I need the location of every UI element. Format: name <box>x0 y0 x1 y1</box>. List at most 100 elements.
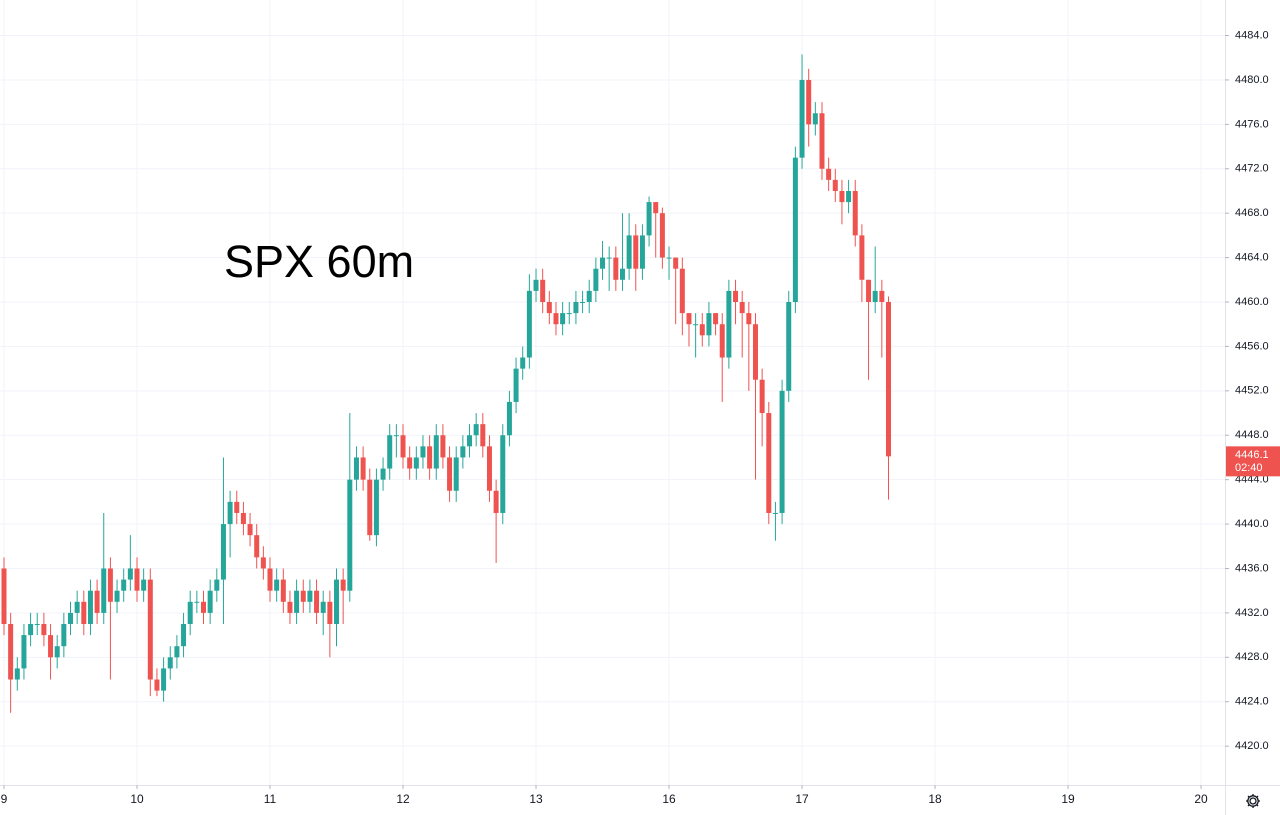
x-tick-label: 19 <box>1061 792 1075 806</box>
y-tick-label: 4432.0 <box>1235 607 1269 619</box>
candle-body <box>154 679 160 691</box>
candle-body <box>500 435 506 513</box>
candle-body <box>526 290 532 358</box>
candle-body <box>294 590 300 613</box>
candle-body <box>626 235 632 269</box>
candle-body <box>240 512 246 525</box>
candle-body <box>566 313 572 315</box>
candle-body <box>214 579 220 591</box>
candle-body <box>673 257 679 269</box>
candle-body <box>101 568 107 613</box>
candle-body <box>400 435 406 458</box>
candle-body <box>879 290 885 303</box>
candle-body <box>81 601 87 625</box>
candles <box>1 54 891 713</box>
x-tick-label: 10 <box>130 792 144 806</box>
candle-body <box>593 268 599 291</box>
candle-body <box>486 446 492 491</box>
candle-body <box>866 279 872 303</box>
last-price-badge <box>1226 446 1280 477</box>
candle-body <box>493 490 499 513</box>
candle-body <box>759 379 765 414</box>
candle-body <box>320 601 326 613</box>
candle-body <box>553 313 559 325</box>
candle-body <box>28 624 34 636</box>
candle-body <box>14 668 20 680</box>
y-tick-label: 4436.0 <box>1235 562 1269 574</box>
candle-body <box>347 479 353 591</box>
candle-body <box>21 635 27 669</box>
grid <box>0 0 1225 785</box>
candle-body <box>227 501 233 525</box>
x-tick-label: 18 <box>928 792 942 806</box>
candle-body <box>181 624 187 647</box>
candle-body <box>367 479 373 536</box>
candle-body <box>826 168 832 180</box>
candle-body <box>812 113 818 125</box>
candle-body <box>161 668 167 691</box>
candle-body <box>54 646 60 658</box>
candle-body <box>739 302 745 314</box>
y-tick-label: 4444.0 <box>1235 474 1269 486</box>
candle-body <box>619 268 625 280</box>
candle-body <box>659 213 665 258</box>
candle-body <box>94 590 100 613</box>
candle-body <box>407 457 413 469</box>
candle-body <box>201 601 207 613</box>
y-tick-label: 4476.0 <box>1235 118 1269 130</box>
candle-body <box>846 190 852 203</box>
candle-body <box>300 590 306 602</box>
candle-body <box>460 446 466 458</box>
candle-body <box>766 413 772 513</box>
candle-body <box>885 302 891 457</box>
y-tick-label: 4452.0 <box>1235 385 1269 397</box>
y-tick-label: 4484.0 <box>1235 29 1269 41</box>
candle-body <box>41 624 47 636</box>
y-tick-label: 4460.0 <box>1235 296 1269 308</box>
candle-body <box>792 157 798 303</box>
candle-body <box>546 302 552 314</box>
candle-body <box>387 435 393 469</box>
candle-body <box>540 279 546 303</box>
candle-body <box>533 279 539 291</box>
candle-body <box>733 290 739 303</box>
candle-body <box>832 179 838 191</box>
candle-body <box>639 235 645 269</box>
candle-body <box>34 624 40 626</box>
candle-body <box>121 579 127 591</box>
candle-body <box>207 590 213 613</box>
candle-body <box>280 579 286 602</box>
candle-body <box>314 590 320 613</box>
candle-body <box>260 557 266 569</box>
x-tick-label: 16 <box>662 792 676 806</box>
candle-body <box>473 424 479 436</box>
candle-body <box>1 568 7 625</box>
candle-body <box>799 79 805 158</box>
candle-body <box>872 290 878 303</box>
candle-body <box>600 257 606 269</box>
candle-body <box>174 646 180 658</box>
candle-body <box>194 601 200 603</box>
settings-icon[interactable] <box>1246 794 1260 808</box>
candle-body <box>440 435 446 458</box>
candle-body <box>786 302 792 391</box>
candle-body <box>334 579 340 625</box>
candle-body <box>453 457 459 491</box>
candle-body <box>606 257 612 259</box>
x-tick-label: 20 <box>1194 792 1208 806</box>
candle-body <box>373 479 379 536</box>
y-tick-label: 4480.0 <box>1235 74 1269 86</box>
candle-body <box>74 601 80 613</box>
candle-body <box>772 512 778 514</box>
candle-body <box>420 446 426 458</box>
candle-body <box>287 601 293 613</box>
candle-body <box>114 590 120 602</box>
candle-body <box>839 190 845 203</box>
candle-body <box>580 302 586 304</box>
candle-body <box>686 313 692 325</box>
y-tick-label: 4448.0 <box>1235 429 1269 441</box>
candle-body <box>746 313 752 325</box>
candle-body <box>187 601 193 625</box>
